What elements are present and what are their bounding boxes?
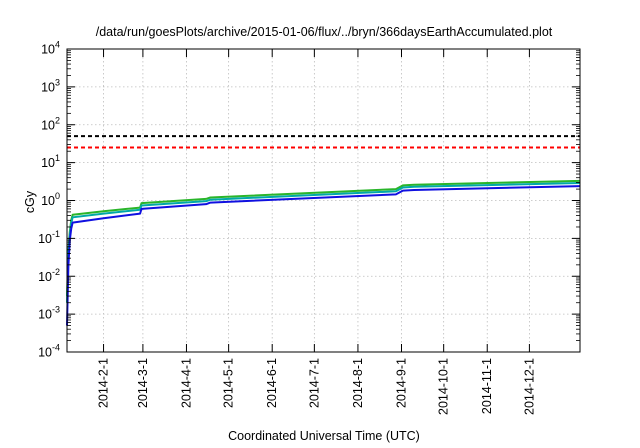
reference-lines [67, 135, 580, 149]
y-tick-label: 102 [41, 115, 60, 132]
y-tick-label: 104 [41, 40, 60, 57]
x-tick-label: 2014-9-1 [395, 358, 409, 408]
y-tick-label: 10-1 [38, 229, 60, 246]
x-tick-label: 2014-11-1 [480, 358, 494, 414]
axis-ticks [67, 48, 580, 353]
x-tick-label: 2014-7-1 [307, 358, 321, 408]
y-tick-labels: 10-4 10-3 10-2 10-1 100 101 102 103 104 [38, 40, 60, 360]
y-tick-label: 100 [41, 191, 60, 208]
x-tick-label: 2014-4-1 [179, 358, 193, 408]
y-tick-label: 101 [41, 153, 60, 170]
x-axis-label: Coordinated Universal Time (UTC) [228, 429, 420, 443]
x-tick-label: 2014-6-1 [265, 358, 279, 408]
y-tick-label: 10-3 [38, 305, 60, 322]
x-tick-labels: 2014-2-1 2014-3-1 2014-4-1 2014-5-1 2014-6-1… [97, 358, 537, 415]
chart-title: /data/run/goesPlots/archive/2015-01-06/f… [96, 25, 553, 39]
gridlines [67, 49, 580, 352]
x-tick-label: 2014-2-1 [97, 358, 111, 408]
y-tick-label: 103 [41, 77, 60, 94]
y-tick-label: 10-4 [38, 343, 60, 360]
y-axis-label: cGy [23, 190, 37, 213]
x-tick-label: 2014-5-1 [222, 358, 236, 408]
series-line [66, 185, 581, 326]
x-tick-label: 2014-8-1 [351, 358, 365, 408]
x-tick-label: 2014-3-1 [136, 358, 150, 408]
x-tick-label: 2014-12-1 [522, 358, 536, 415]
series-line [66, 181, 581, 303]
series-lines [66, 179, 581, 326]
y-tick-label: 10-2 [38, 267, 60, 284]
x-tick-label: 2014-10-1 [437, 358, 451, 415]
